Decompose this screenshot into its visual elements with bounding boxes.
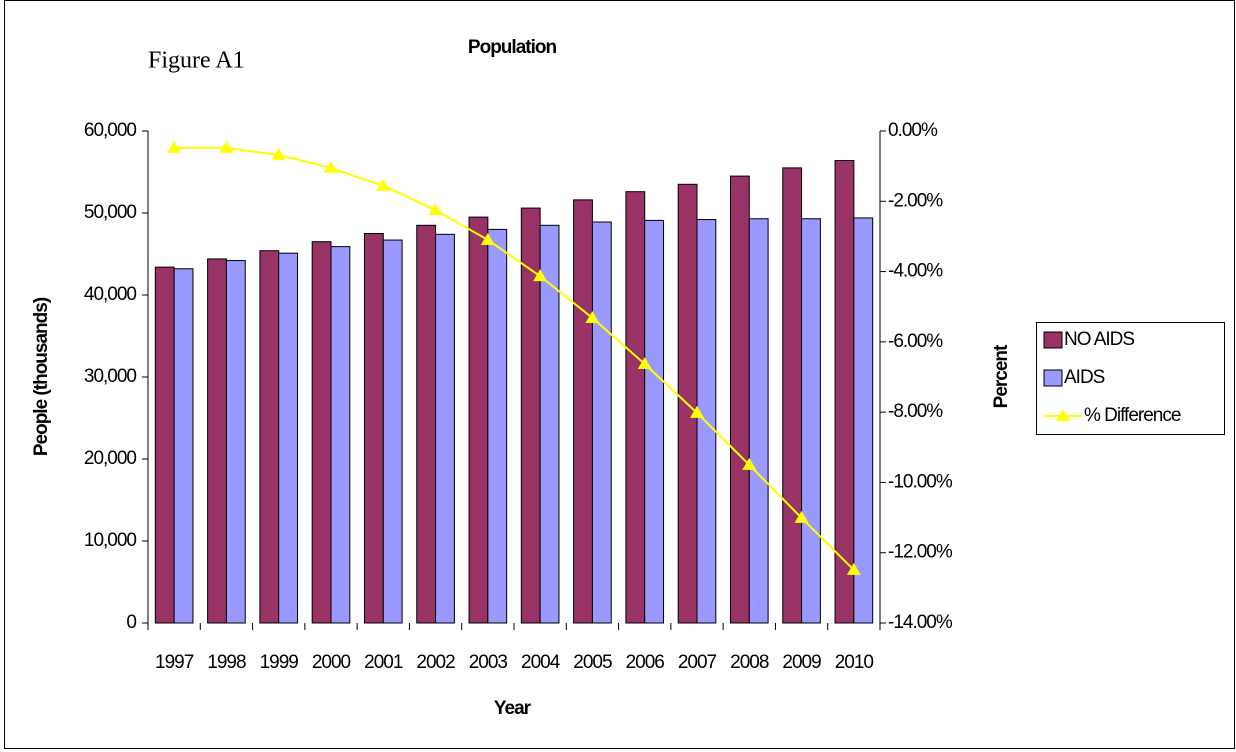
line-marker [585,310,600,323]
y2-tick-label: -6.00% [888,331,943,352]
x-tick-label: 2002 [416,652,455,673]
x-tick-label: 2004 [521,652,561,673]
bar [625,191,646,624]
x-tick-label: 2003 [469,652,508,673]
line-marker [428,203,443,216]
bar [173,268,194,624]
x-axis-title: Year [494,698,532,719]
bar [311,241,332,624]
line-marker [742,457,757,470]
bar [225,260,246,624]
x-tick-label: 2006 [626,652,665,673]
y-tick-label: 50,000 [84,202,137,223]
annotation: Figure A1 [148,48,245,74]
line-marker [794,510,809,523]
bar [748,218,769,624]
line-marker [480,232,495,245]
x-tick-label: 2010 [835,652,874,673]
bar [729,175,750,624]
legend-swatch [1056,409,1070,421]
bar [487,228,508,624]
y2-tick-label: 0.00% [888,120,938,141]
bar [539,224,560,624]
line-marker [324,160,338,173]
bar [416,224,437,624]
bar [573,199,593,624]
bar [207,258,227,624]
line-marker [637,356,652,369]
y2-tick-label: -12.00% [888,542,953,563]
line-marker [271,147,286,160]
bar [853,217,874,624]
x-tick-label: 1997 [155,652,194,673]
x-tick-label: 1998 [207,652,246,673]
bar [801,218,821,624]
bar [382,239,403,624]
bar [154,266,175,624]
bar [259,250,280,624]
x-tick-label: 2001 [364,652,403,673]
x-tick-label: 1999 [260,652,299,673]
line-marker [690,405,704,418]
bar [278,252,299,624]
y-tick-label: 0 [126,612,136,633]
x-tick-label: 2009 [782,652,821,673]
line-marker [533,269,548,282]
legend-label: % Difference [1084,405,1181,426]
x-tick-label: 2007 [678,652,717,673]
y2-tick-label: -8.00% [888,401,943,422]
legend-swatch [1043,369,1063,387]
y2-tick-label: -2.00% [888,190,943,211]
line-marker [376,178,391,191]
bar [330,246,351,624]
bar [363,233,384,624]
legend-swatch [1043,331,1063,349]
line [174,146,855,571]
line-marker [167,140,182,153]
y-tick-label: 40,000 [84,284,137,305]
line-marker [219,140,234,153]
x-tick-label: 2008 [730,652,769,673]
y-axis-title: People (thousands) [31,297,52,456]
bar [468,216,489,624]
line-marker [846,562,861,575]
y2-tick-label: -10.00% [888,471,953,492]
legend-label: AIDS [1064,367,1105,388]
y2-tick-label: -14.00% [888,612,953,633]
y2-tick-label: -4.00% [888,261,943,282]
bar [435,233,455,624]
y-tick-label: 20,000 [84,448,137,469]
x-tick-label: 2005 [573,652,612,673]
bar [782,167,803,624]
y2-axis-title: Percent [991,344,1012,408]
bar [644,219,665,624]
chart-title: Population [468,37,557,58]
bar [591,221,612,624]
y-tick-label: 10,000 [84,530,137,551]
x-tick-label: 2000 [312,652,351,673]
y-tick-label: 60,000 [84,120,137,141]
y-tick-label: 30,000 [84,366,137,387]
legend-label: NO AIDS [1064,329,1134,350]
